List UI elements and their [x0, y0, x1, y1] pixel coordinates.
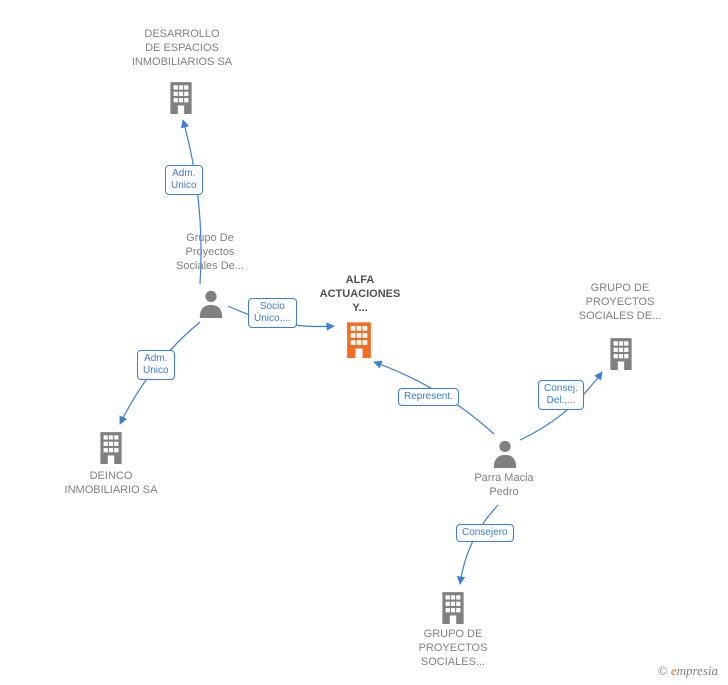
building-icon[interactable] [340, 320, 378, 363]
node-label-grupo_proyectos_bottom[interactable]: GRUPO DE PROYECTOS SOCIALES... [398, 628, 508, 669]
node-label-parra[interactable]: Parra Macia Pedro [454, 472, 554, 500]
node-label-grupo_proyectos_sociales_de[interactable]: Grupo De Proyectos Sociales De... [160, 232, 260, 273]
edge-label-e2[interactable]: Adm. Unico [137, 350, 175, 380]
edge-label-e3[interactable]: Socio Único,... [248, 298, 297, 328]
building-icon[interactable] [604, 336, 638, 375]
building-icon[interactable] [164, 80, 198, 119]
building-icon[interactable] [436, 590, 470, 629]
node-label-alfa[interactable]: ALFA ACTUACIONES Y... [300, 274, 420, 315]
edge-label-e5[interactable]: Consej. Del.,... [538, 380, 584, 410]
node-label-grupo_proyectos_right[interactable]: GRUPO DE PROYECTOS SOCIALES DE... [560, 282, 680, 323]
node-label-desarrollo[interactable]: DESARROLLO DE ESPACIOS INMOBILIARIOS SA [112, 28, 252, 69]
person-icon[interactable] [490, 438, 520, 473]
building-icon[interactable] [94, 430, 128, 469]
person-icon[interactable] [196, 288, 226, 323]
node-label-deinco[interactable]: DEINCO INMOBILIARIO SA [56, 470, 166, 498]
edge-label-e1[interactable]: Adm. Unico [165, 165, 203, 195]
edge-e6 [460, 505, 498, 584]
edge-label-e4[interactable]: Represent. [398, 388, 459, 406]
edge-label-e6[interactable]: Consejero [456, 524, 514, 542]
watermark: © empresia [658, 663, 718, 679]
